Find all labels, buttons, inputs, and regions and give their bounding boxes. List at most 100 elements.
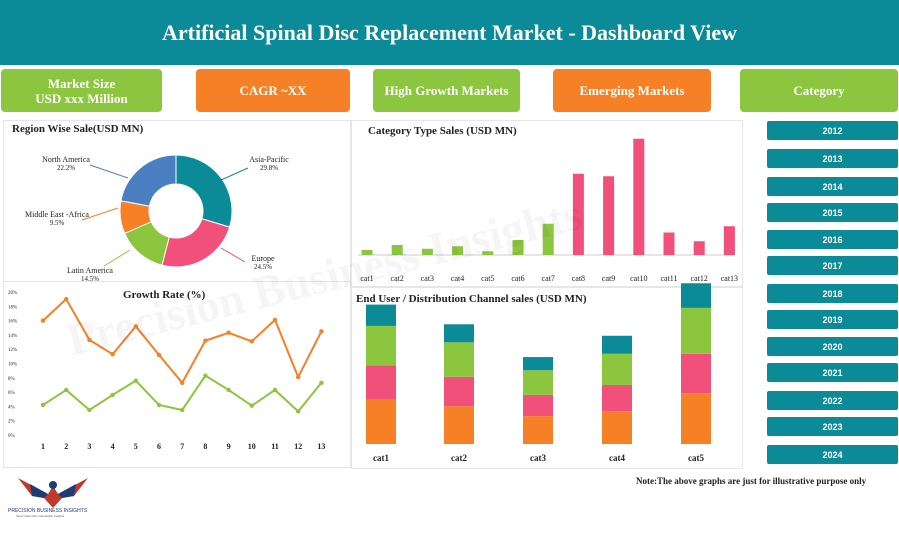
category-tick-cat10: cat10 <box>630 274 647 283</box>
dashboard-title-banner: Artificial Spinal Disc Replacement Marke… <box>0 0 899 65</box>
growth-point-1-6 <box>180 407 185 413</box>
enduser-tick-cat1: cat1 <box>373 453 389 463</box>
donut-label-3: Middle East -Africa <box>25 210 89 219</box>
year-button-2019[interactable]: 2019 <box>767 310 898 329</box>
donut-label-4: North America <box>42 155 90 164</box>
category-tick-cat13: cat13 <box>721 274 738 283</box>
growth-point-0-9 <box>249 339 254 344</box>
growth-point-0-8 <box>226 330 231 335</box>
kpi-emerging-label: Emerging Markets <box>579 83 685 98</box>
enduser-segment-cat1-0 <box>366 399 396 444</box>
growth-xtick-6: 6 <box>157 442 161 451</box>
year-button-2015[interactable]: 2015 <box>767 203 898 222</box>
donut-leader-1 <box>220 247 246 263</box>
growth-point-1-7 <box>203 373 208 378</box>
category-bar-cat7 <box>542 223 554 255</box>
growth-ytick-9: 18% <box>8 305 17 310</box>
kpi-category-label: Category <box>793 83 845 98</box>
year-button-2014[interactable]: 2014 <box>767 177 898 196</box>
growth-point-1-0 <box>40 402 46 408</box>
growth-ytick-3: 6% <box>8 391 15 396</box>
enduser-segment-cat3-0 <box>523 416 553 444</box>
category-chart-title: Category Type Sales (USD MN) <box>368 125 517 137</box>
kpi-category[interactable]: Category <box>740 69 898 112</box>
year-button-2013[interactable]: 2013 <box>767 149 898 168</box>
donut-slice-4 <box>120 154 177 207</box>
growth-point-1-1 <box>63 387 69 393</box>
kpi-high-growth-label: High Growth Markets <box>384 83 509 98</box>
dashboard-title: Artificial Spinal Disc Replacement Marke… <box>162 19 737 45</box>
logo-eagle-icon <box>18 478 88 508</box>
growth-point-1-11 <box>296 409 301 414</box>
year-button-2021[interactable]: 2021 <box>767 363 898 382</box>
kpi-market-size-line2: USD xxx Million <box>35 90 128 106</box>
enduser-segment-cat1-2 <box>366 325 396 366</box>
donut-leader-3 <box>81 207 119 221</box>
growth-line-chart: 0%2%4%6%8%10%12%14%16%18%20%1 2 3 4 5 6 7 8 9 10 1… <box>8 291 325 451</box>
growth-point-1-5 <box>156 402 162 408</box>
category-bar-cat1 <box>361 250 373 255</box>
growth-point-1-8 <box>226 387 231 393</box>
donut-label-0: Asia-Pacific <box>249 155 289 164</box>
growth-panel <box>3 281 351 468</box>
growth-xtick-13: 13 <box>317 442 325 451</box>
growth-point-0-6 <box>180 380 185 386</box>
year-button-2016[interactable]: 2016 <box>767 230 898 249</box>
year-button-2012[interactable]: 2012 <box>767 121 898 140</box>
growth-point-1-9 <box>249 403 254 408</box>
kpi-cagr[interactable]: CAGR ~XX <box>196 69 350 112</box>
growth-xtick-8: 8 <box>203 442 207 451</box>
enduser-segment-cat4-2 <box>602 353 632 385</box>
growth-xtick-9: 9 <box>227 442 231 451</box>
year-button-2024[interactable]: 2024 <box>767 445 898 464</box>
enduser-tick-cat2: cat2 <box>451 453 467 463</box>
category-bar-cat2 <box>391 245 403 255</box>
donut-slice-0 <box>175 154 233 228</box>
year-button-2018[interactable]: 2018 <box>767 284 898 303</box>
growth-ytick-7: 14% <box>8 334 17 339</box>
kpi-high-growth-markets[interactable]: High Growth Markets <box>373 69 520 112</box>
enduser-segment-cat5-1 <box>681 353 711 394</box>
donut-pct-3: 9.5% <box>50 219 65 227</box>
year-button-2022[interactable]: 2022 <box>767 391 898 410</box>
year-button-2017[interactable]: 2017 <box>767 256 898 275</box>
growth-ytick-2: 4% <box>8 405 15 410</box>
growth-point-0-2 <box>87 337 92 343</box>
growth-xtick-4: 4 <box>111 442 115 451</box>
category-tick-cat3: cat3 <box>421 274 434 283</box>
growth-point-0-4 <box>133 324 138 329</box>
kpi-market-size-line1: Market Size <box>47 75 116 91</box>
enduser-chart-title: End User / Distribution Channel sales (U… <box>356 293 587 305</box>
growth-xtick-2: 2 <box>64 442 68 451</box>
growth-point-1-4 <box>133 378 138 383</box>
year-button-2023[interactable]: 2023 <box>767 417 898 436</box>
category-bar-cat11 <box>663 232 675 255</box>
kpi-emerging-markets[interactable]: Emerging Markets <box>553 69 711 112</box>
enduser-segment-cat1-3 <box>366 304 396 326</box>
enduser-tick-cat5: cat5 <box>688 453 704 463</box>
enduser-segment-cat5-3 <box>681 283 711 308</box>
enduser-segment-cat2-2 <box>444 342 474 377</box>
category-bar-cat6 <box>512 240 524 255</box>
category-bar-cat4 <box>452 246 464 255</box>
enduser-segment-cat2-3 <box>444 324 474 343</box>
enduser-tick-cat3: cat3 <box>530 453 546 463</box>
growth-xtick-5: 5 <box>134 442 138 451</box>
year-button-2020[interactable]: 2020 <box>767 337 898 356</box>
kpi-market-size[interactable]: Market Size USD xxx Million <box>1 69 162 112</box>
growth-xtick-1: 1 <box>41 442 45 451</box>
category-bar-chart: cat1 cat2 cat3 cat4 cat5 cat6 cat7 cat8 cat9 cat1… <box>358 138 738 283</box>
category-tick-cat4: cat4 <box>451 274 464 283</box>
enduser-tick-cat4: cat4 <box>609 453 625 463</box>
growth-ytick-1: 2% <box>8 420 15 425</box>
growth-point-0-12 <box>319 329 324 334</box>
category-tick-cat2: cat2 <box>391 274 404 283</box>
donut-leader-0 <box>220 167 249 181</box>
growth-point-0-7 <box>203 338 208 343</box>
illustrative-note: Note:The above graphs are just for illus… <box>636 476 867 486</box>
enduser-segment-cat4-1 <box>602 384 632 412</box>
growth-ytick-4: 8% <box>8 377 15 382</box>
category-bar-cat13 <box>723 226 735 255</box>
kpi-cagr-label: CAGR ~XX <box>239 83 307 98</box>
category-bar-cat8 <box>572 173 584 255</box>
